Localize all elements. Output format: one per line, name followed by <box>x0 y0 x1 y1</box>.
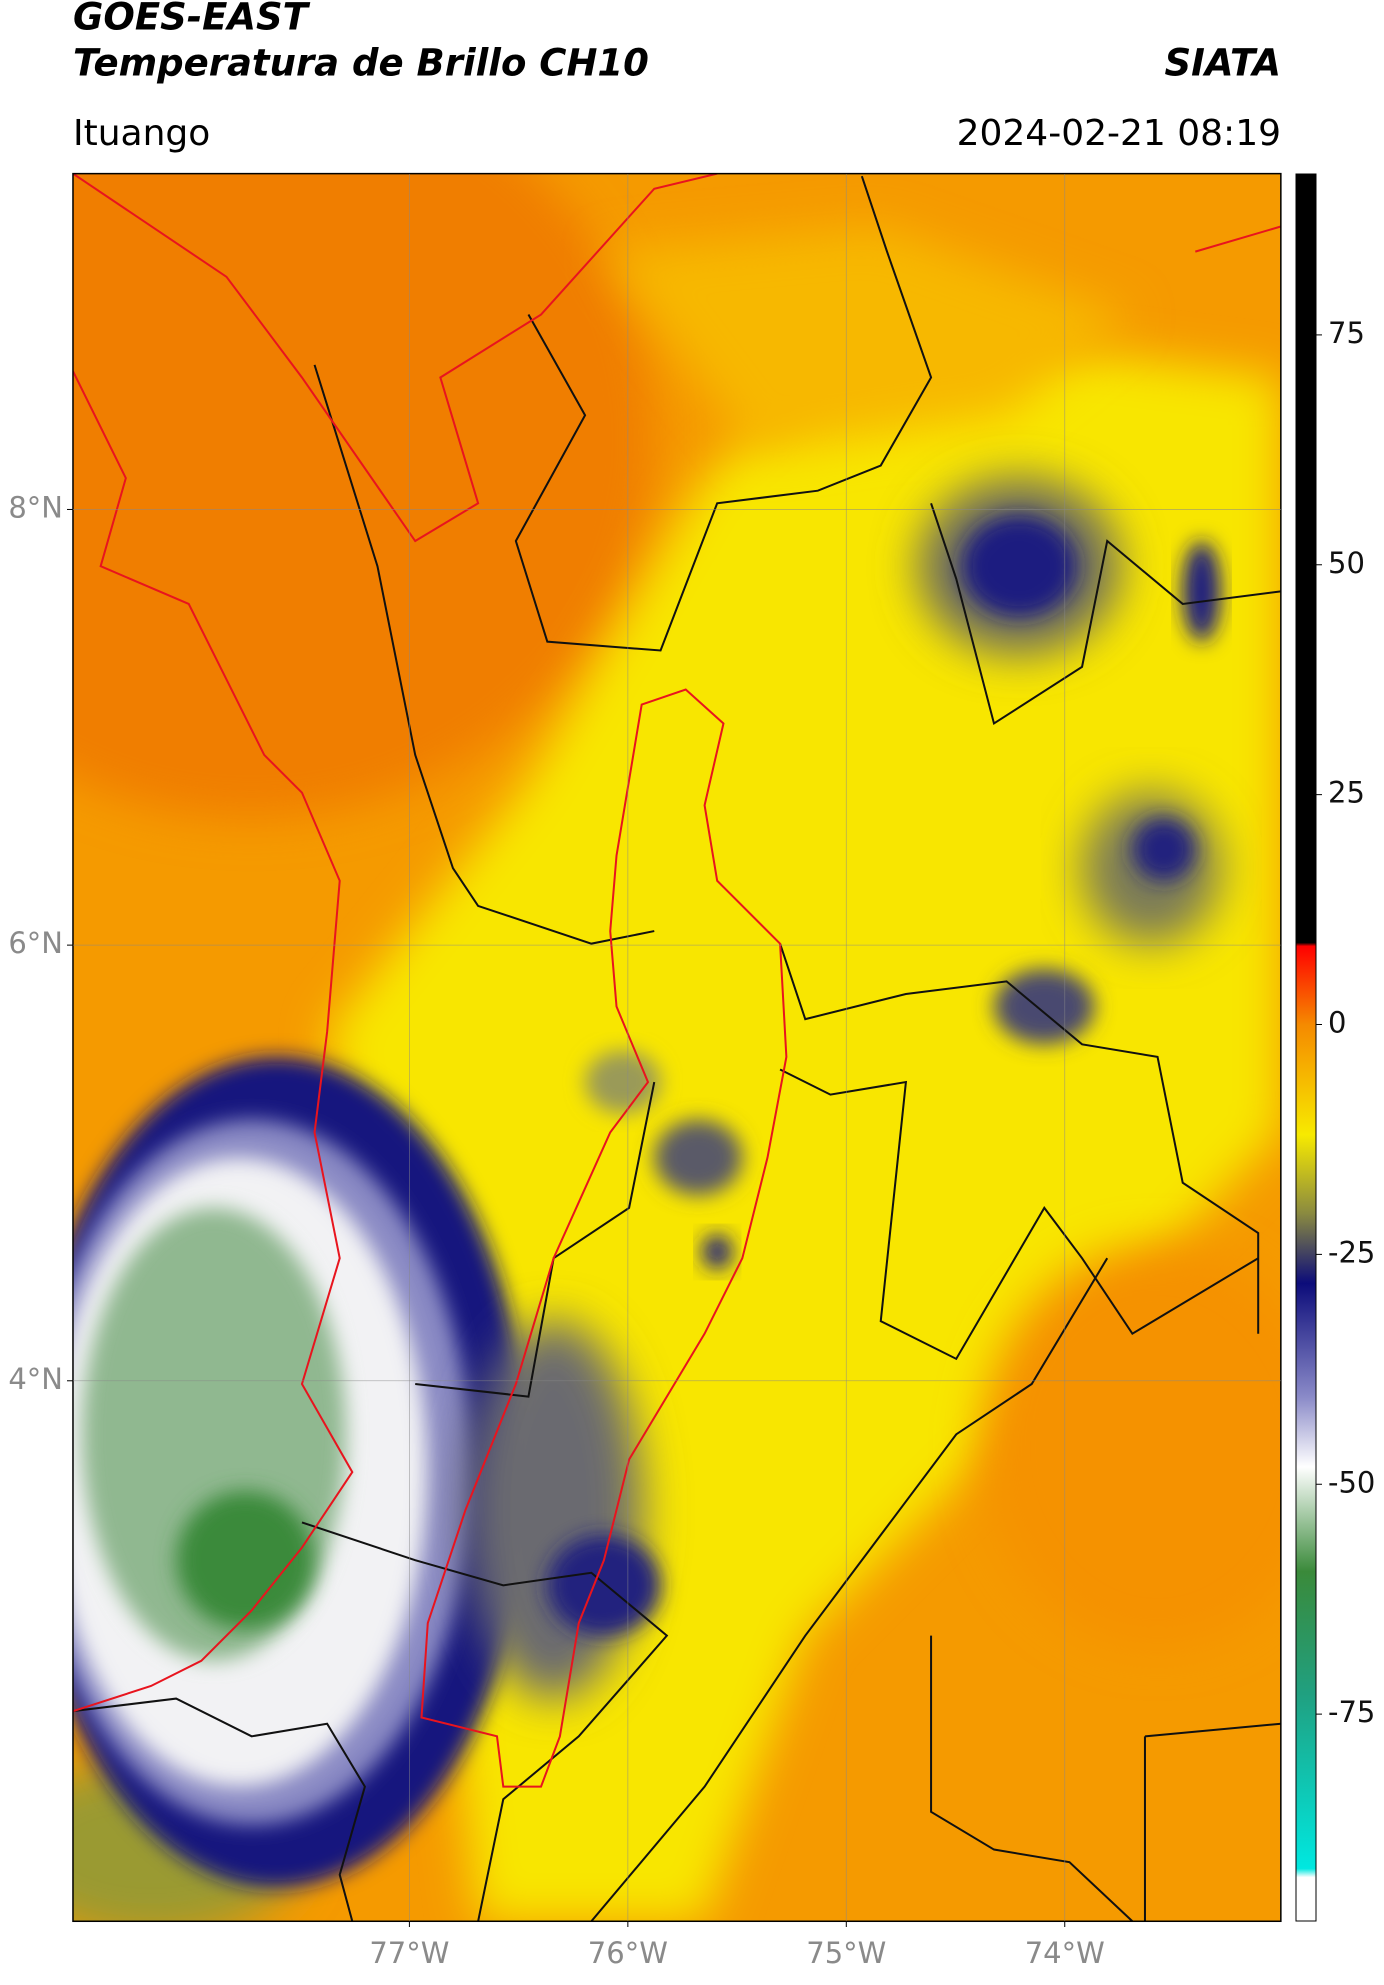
map-imagery <box>72 172 1282 1923</box>
lat-tick-label: 8°N <box>8 490 63 524</box>
colorbar-label: 75 <box>1328 316 1365 350</box>
lon-tick-label: 76°W <box>588 1936 668 1970</box>
location: Ituango <box>73 113 210 154</box>
timestamp: 2024-02-21 08:19 <box>957 113 1281 154</box>
source: SIATA <box>1164 42 1281 85</box>
lat-tick-label: 6°N <box>8 926 63 960</box>
colorbar-label: -50 <box>1328 1465 1375 1499</box>
lon-tick-label: 77°W <box>369 1936 449 1970</box>
subtitle: Temperatura de Brillo CH10 <box>73 42 649 85</box>
colorbar <box>1295 173 1317 1922</box>
lat-tick-label: 4°N <box>8 1362 63 1396</box>
lon-tick-label: 74°W <box>1025 1936 1105 1970</box>
lon-tick-label: 75°W <box>806 1936 886 1970</box>
colorbar-label: 25 <box>1328 776 1365 810</box>
colorbar-label: -75 <box>1328 1695 1375 1729</box>
colorbar-label: 0 <box>1328 1006 1346 1040</box>
colorbar-label: 50 <box>1328 546 1365 580</box>
colorbar-label: -25 <box>1328 1235 1375 1269</box>
title: GOES-EAST <box>73 0 311 39</box>
